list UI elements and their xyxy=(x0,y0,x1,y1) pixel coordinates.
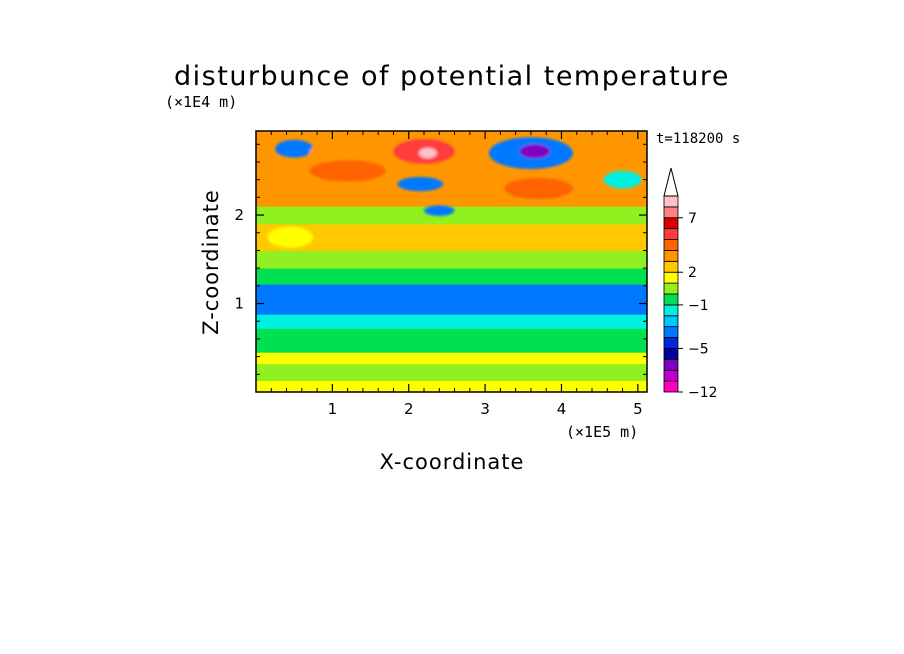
contour-band xyxy=(256,223,647,251)
colorbar-swatch xyxy=(663,260,679,273)
contour-band xyxy=(256,250,647,269)
colorbar-tick-label: −12 xyxy=(688,385,718,401)
colorbar-swatch xyxy=(663,293,679,306)
colorbar-swatch xyxy=(663,380,679,393)
contour-feature xyxy=(418,147,437,159)
colorbar-swatch xyxy=(663,228,679,240)
colorbar-swatch xyxy=(663,369,679,382)
contour-band xyxy=(256,268,647,285)
contour-feature xyxy=(275,139,314,158)
colorbar-overflow-arrow xyxy=(663,167,679,197)
colorbar-tick-label: 2 xyxy=(688,265,697,281)
colorbar-tick-label: 7 xyxy=(688,211,697,227)
colorbar-swatch xyxy=(663,206,679,219)
plot-frame xyxy=(255,130,648,393)
colorbar-swatch xyxy=(663,239,679,251)
plot-area xyxy=(256,131,647,392)
x-tick-label: 2 xyxy=(404,400,414,418)
colorbar-swatch xyxy=(663,337,679,349)
x-tick-label: 3 xyxy=(480,400,490,418)
x-tick-label: 1 xyxy=(328,400,338,418)
colorbar-swatch xyxy=(663,315,679,328)
contour-feature xyxy=(397,177,444,192)
contour-band xyxy=(256,363,647,381)
contour-band xyxy=(256,328,647,353)
contour-feature xyxy=(504,177,573,200)
colorbar-tick-label: −1 xyxy=(688,298,709,314)
x-tick-label: 5 xyxy=(633,400,643,418)
x-tick-label: 4 xyxy=(557,400,567,418)
contour-band xyxy=(256,380,647,392)
y-tick-label: 2 xyxy=(234,206,244,224)
colorbar-swatch xyxy=(663,250,679,262)
colorbar-swatch xyxy=(663,217,679,230)
contour-feature xyxy=(309,160,386,182)
colorbar-swatch xyxy=(663,195,679,208)
y-axis: 12 xyxy=(234,143,647,375)
x-unit-label: (×1E5 m) xyxy=(566,423,638,441)
contour-feature xyxy=(309,144,341,162)
time-label: t=118200 s xyxy=(656,131,740,147)
contour-feature xyxy=(603,170,642,189)
y-axis-label: Z-coordinate xyxy=(199,189,223,335)
colorbar-swatch xyxy=(663,304,679,317)
colorbar-swatch xyxy=(663,271,679,284)
contour-features xyxy=(267,137,642,248)
colorbar-swatch xyxy=(663,358,679,371)
contour-band xyxy=(256,284,647,315)
colorbar-swatch xyxy=(663,282,679,295)
chart-title: disturbunce of potential temperature xyxy=(174,61,730,92)
contour-band xyxy=(256,352,647,365)
contour-band xyxy=(256,206,647,225)
contour-fill xyxy=(256,131,647,392)
y-unit-label: (×1E4 m) xyxy=(165,93,237,111)
contour-band xyxy=(256,314,647,329)
contour-feature xyxy=(267,226,314,248)
colorbar-swatch xyxy=(663,326,679,338)
contour-feature xyxy=(424,205,455,216)
contour-feature xyxy=(519,144,551,159)
colorbar-swatch xyxy=(663,348,679,360)
x-axis: 1 2 3 4 5 xyxy=(270,131,643,418)
x-axis-label: X-coordinate xyxy=(380,450,525,474)
y-tick-label: 1 xyxy=(234,295,244,313)
colorbar: 7 2 −1 −5 −12 xyxy=(663,167,718,401)
colorbar-tick-label: −5 xyxy=(688,341,709,357)
